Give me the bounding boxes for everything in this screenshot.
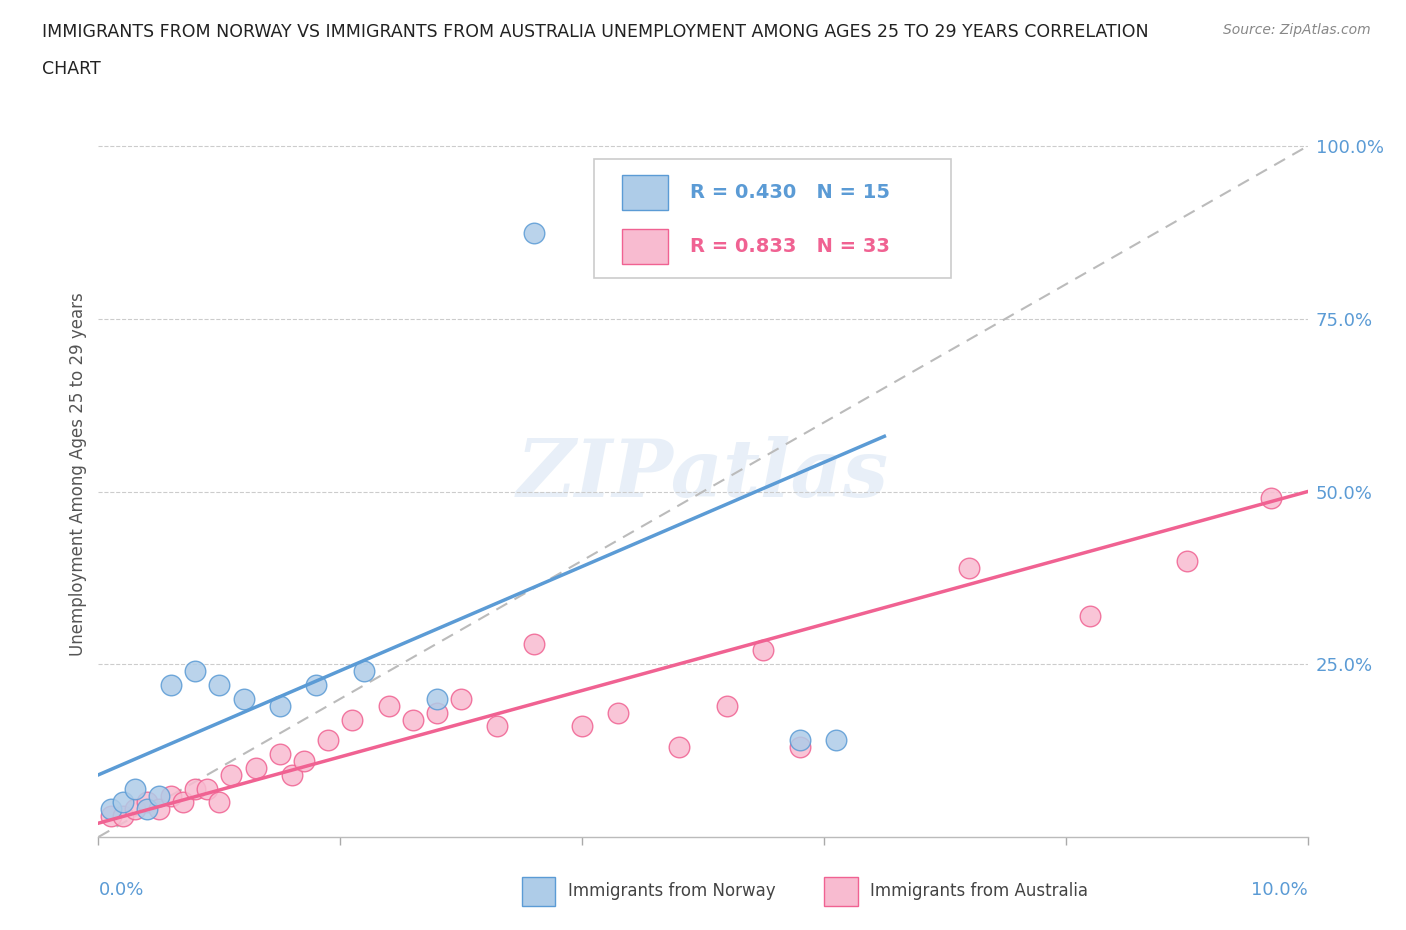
Point (111, 795, 134, 810)
Text: CHART: CHART (42, 60, 101, 78)
Point (221, 767, 243, 782)
Point (100, 802, 122, 817)
Point (752, 643, 775, 658)
Point (1078, 608, 1101, 623)
Point (402, 712, 425, 727)
Point (124, 802, 146, 817)
Point (523, 636, 546, 651)
Y-axis label: Unemployment Among Ages 25 to 29 years: Unemployment Among Ages 25 to 29 years (69, 292, 87, 657)
Point (148, 788, 170, 803)
Point (305, 678, 328, 693)
Point (111, 809, 134, 824)
Point (148, 802, 170, 817)
Text: Immigrants from Norway: Immigrants from Norway (568, 883, 775, 900)
Point (789, 733, 811, 748)
Bar (621, 229, 668, 264)
Point (1260, 491, 1282, 506)
Point (825, 733, 848, 748)
Text: 0.0%: 0.0% (98, 881, 143, 898)
Point (160, 678, 183, 693)
Point (269, 747, 291, 762)
FancyBboxPatch shape (595, 159, 950, 278)
Point (1175, 553, 1198, 568)
Point (426, 691, 449, 706)
Point (607, 705, 630, 720)
Point (100, 809, 122, 824)
Point (269, 698, 291, 713)
Point (342, 712, 364, 727)
Point (232, 691, 254, 706)
Text: Immigrants from Australia: Immigrants from Australia (870, 883, 1088, 900)
Point (281, 767, 304, 782)
Bar (522, 877, 555, 906)
Text: Source: ZipAtlas.com: Source: ZipAtlas.com (1223, 23, 1371, 37)
Point (523, 225, 546, 240)
Point (135, 802, 157, 817)
Point (486, 719, 509, 734)
Point (571, 719, 593, 734)
Bar (621, 176, 668, 210)
Point (377, 698, 399, 713)
Point (716, 698, 738, 713)
Point (292, 753, 315, 768)
Text: ZIPatlas: ZIPatlas (517, 435, 889, 513)
Point (426, 705, 449, 720)
Point (789, 739, 811, 754)
Point (208, 678, 231, 693)
Bar (824, 877, 858, 906)
Point (208, 795, 231, 810)
Text: IMMIGRANTS FROM NORWAY VS IMMIGRANTS FROM AUSTRALIA UNEMPLOYMENT AMONG AGES 25 T: IMMIGRANTS FROM NORWAY VS IMMIGRANTS FRO… (42, 23, 1149, 41)
Point (668, 739, 690, 754)
Point (195, 781, 218, 796)
Point (957, 560, 980, 575)
Point (245, 761, 267, 776)
Point (172, 795, 194, 810)
Text: R = 0.430   N = 15: R = 0.430 N = 15 (690, 183, 890, 203)
Text: R = 0.833   N = 33: R = 0.833 N = 33 (690, 237, 890, 256)
Point (184, 664, 207, 679)
Point (124, 781, 146, 796)
Point (160, 788, 183, 803)
Point (450, 691, 472, 706)
Text: 10.0%: 10.0% (1251, 881, 1308, 898)
Point (353, 664, 375, 679)
Point (184, 781, 207, 796)
Point (135, 795, 157, 810)
Point (316, 733, 339, 748)
